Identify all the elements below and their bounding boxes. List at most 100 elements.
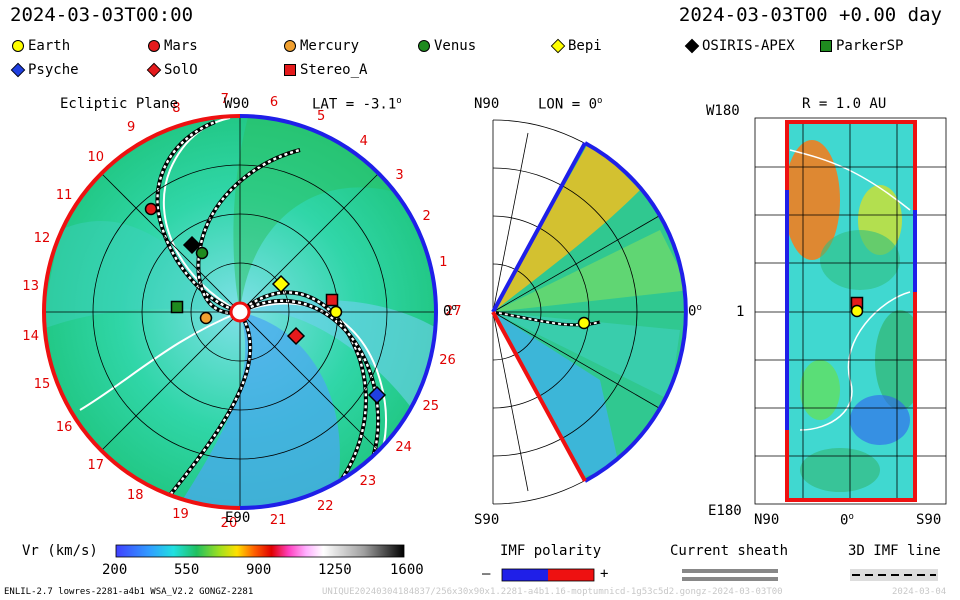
body-marker-solo (286, 326, 306, 346)
colorbar-tick-label: 900 (246, 562, 272, 578)
carrington-label: 2 (422, 208, 431, 224)
imf-minus: – (482, 566, 491, 582)
radial-title: R = 1.0 AU (802, 96, 887, 112)
imf-plus: + (600, 566, 609, 582)
footer-date: 2024-03-04 (892, 587, 947, 597)
legend-item-venus: Venus (418, 38, 476, 54)
radial-x-right: S90 (916, 512, 942, 528)
meridional-top-label: N90 (474, 96, 500, 112)
ecliptic-panel (42, 114, 438, 510)
radial-bottom-label: E180 (708, 503, 742, 519)
ecliptic-top-label: W90 (224, 96, 250, 112)
footer-runid: UNIQUE20240304184837/256x30x90x1.2281-a4… (322, 587, 783, 597)
carrington-label: 19 (172, 507, 189, 523)
carrington-label: 9 (127, 120, 136, 136)
carrington-label: 23 (359, 474, 377, 490)
carrington-label: 21 (269, 512, 287, 528)
imf-title: IMF polarity (500, 543, 602, 559)
carrington-label: 4 (359, 133, 368, 149)
legend-item-stereo-a: Stereo_A (284, 62, 367, 78)
colorbar-tick-label: 550 (174, 562, 200, 578)
legend-item-mars: Mars (148, 38, 198, 54)
carrington-label: 7 (220, 92, 229, 108)
legend-item-psyche: Psyche (10, 62, 79, 78)
carrington-label: 14 (22, 328, 39, 344)
meridional-bottom-label: S90 (474, 512, 500, 528)
carrington-label: 11 (55, 187, 73, 203)
radial-x-left: N90 (754, 512, 780, 528)
legend-item-mercury: Mercury (284, 38, 359, 54)
colorbar (115, 544, 405, 558)
carrington-label: 3 (395, 167, 404, 183)
legend-label: SolO (164, 62, 198, 78)
square-marker-icon (284, 64, 296, 76)
carrington-label: 18 (127, 487, 144, 503)
body-marker-venus (195, 246, 209, 260)
meridional-lon-label: LON = 0o (538, 96, 603, 113)
time-left: 2024-03-03T00:00 (10, 4, 194, 26)
legend-label: Psyche (28, 62, 79, 78)
radial-panel (754, 117, 947, 505)
body-marker-psyche (367, 385, 387, 405)
carrington-label: 12 (33, 231, 51, 247)
colorbar-label: Vr (km/s) (22, 543, 98, 559)
carrington-label: 6 (269, 95, 279, 111)
colorbar-tick-label: 1250 (318, 562, 352, 578)
body-marker-bepi (271, 274, 291, 294)
legend-item-bepi: Bepi (550, 38, 602, 54)
ecliptic-title: Ecliptic Plane (60, 96, 179, 112)
footer-model: ENLIL-2.7 lowres-2281-a4b1 WSA_V2.2 GONG… (4, 587, 254, 597)
ecliptic-bottom-label: E90 (225, 510, 251, 526)
sheath-title: Current sheath (670, 543, 789, 559)
carrington-label: 15 (33, 376, 51, 392)
legend-item-osiris-apex: OSIRIS-APEX (684, 38, 795, 54)
circle-marker-icon (284, 40, 296, 52)
carrington-label: 22 (316, 498, 334, 514)
carrington-label: 13 (22, 279, 39, 295)
ecliptic-right-label: 0o (443, 303, 457, 320)
legend-label: Earth (28, 38, 71, 54)
carrington-label: 10 (87, 149, 105, 165)
meridional-panel (491, 119, 688, 505)
body-marker-mars (144, 202, 158, 216)
carrington-label: 25 (422, 399, 439, 415)
circle-marker-icon (418, 40, 430, 52)
body-marker-osiris-apex (182, 235, 202, 255)
carrington-label: 27 (445, 304, 462, 319)
line3d-title: 3D IMF line (848, 543, 941, 559)
radial-top-label: W180 (706, 103, 740, 119)
body-marker-parkersp (170, 300, 184, 314)
body-marker-earth (850, 304, 864, 318)
carrington-label: 5 (316, 109, 326, 125)
carrington-label: 8 (172, 100, 181, 116)
body-marker-stereo-a (325, 293, 339, 307)
legend-label: Mars (164, 38, 198, 54)
carrington-label: 24 (395, 440, 412, 456)
square-marker-icon (820, 40, 832, 52)
legend-label: Bepi (568, 38, 602, 54)
legend-label: Stereo_A (300, 62, 368, 78)
carrington-label: 17 (87, 458, 105, 474)
circle-marker-icon (12, 40, 24, 52)
legend-item-parkersp: ParkerSP (820, 38, 903, 54)
radial-x-mid: 0o (840, 512, 854, 529)
carrington-label: 16 (55, 420, 73, 436)
colorbar-tick-label: 200 (102, 562, 128, 578)
body-marker-earth (329, 305, 343, 319)
legend-label: ParkerSP (836, 38, 904, 54)
body-marker-mercury (199, 311, 213, 325)
colorbar-tick-label: 1600 (390, 562, 424, 578)
time-right: 2024-03-03T00 +0.00 day (678, 4, 942, 26)
radial-mid-label: 1 (736, 304, 745, 320)
body-marker-earth (577, 316, 591, 330)
carrington-label: 1 (439, 255, 448, 271)
legend-label: Venus (434, 38, 477, 54)
carrington-label: 20 (220, 515, 238, 531)
legend-label: OSIRIS-APEX (702, 38, 795, 54)
meridional-right-label: 0o (688, 303, 702, 320)
legend-item-earth: Earth (12, 38, 70, 54)
ecliptic-lat-label: LAT = -3.1o (312, 96, 402, 113)
legend-label: Mercury (300, 38, 360, 54)
circle-marker-icon (148, 40, 160, 52)
